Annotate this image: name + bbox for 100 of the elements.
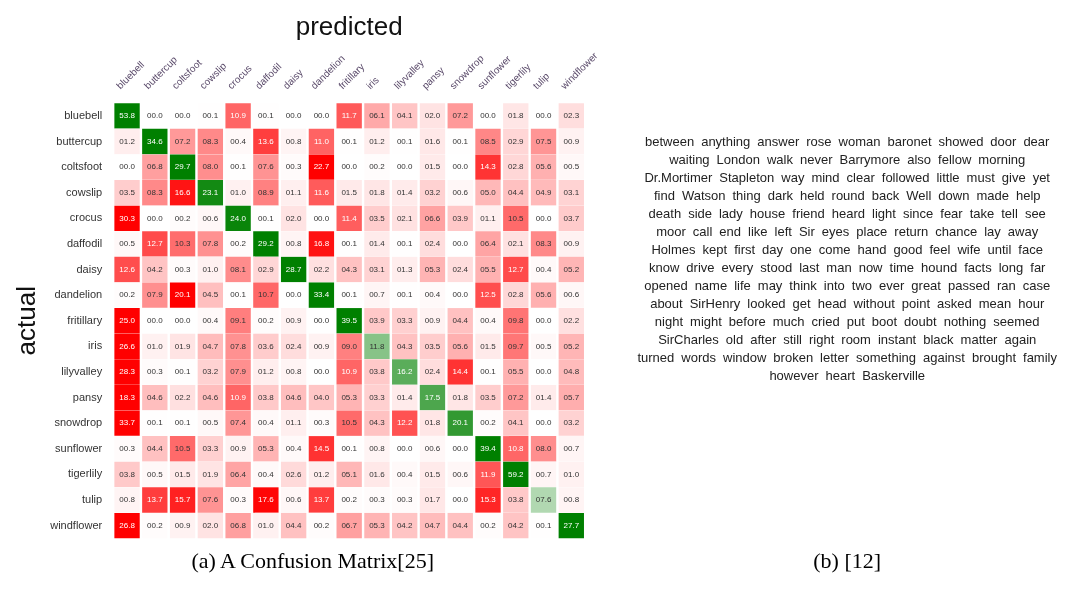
text: way xyxy=(781,169,805,185)
text: passed xyxy=(947,277,990,293)
data-label: 00.0 xyxy=(452,443,469,453)
data-label: 00.7 xyxy=(535,469,552,479)
text: every xyxy=(721,259,754,275)
x-tick-label: tulip xyxy=(530,70,552,92)
text: much xyxy=(772,313,805,329)
y-tick-label: fritillary xyxy=(67,313,103,326)
text: showed xyxy=(938,133,984,149)
text: black xyxy=(923,331,954,347)
text: round xyxy=(831,187,865,203)
text: about xyxy=(650,295,683,311)
data-label: 04.3 xyxy=(341,264,358,274)
y-tick-label: lilyvalley xyxy=(61,364,103,377)
data-label: 04.0 xyxy=(313,392,330,402)
text: doubt xyxy=(904,313,937,329)
data-label: 05.6 xyxy=(535,162,552,172)
data-label: 04.4 xyxy=(285,520,302,530)
data-label: 07.8 xyxy=(202,239,219,249)
y-tick-label: coltsfoot xyxy=(61,160,103,173)
data-label: 06.4 xyxy=(480,239,497,249)
data-label: 11.6 xyxy=(313,187,330,197)
text: case xyxy=(1022,277,1051,293)
data-label: 00.3 xyxy=(174,264,191,274)
data-label: 00.1 xyxy=(258,213,275,223)
text: old xyxy=(725,331,744,347)
data-label: 00.2 xyxy=(174,213,191,223)
data-label: 00.0 xyxy=(174,111,191,121)
data-label: 00.4 xyxy=(230,136,247,146)
text: feel xyxy=(929,241,951,257)
data-label: 01.2 xyxy=(313,469,330,479)
data-label: 02.6 xyxy=(285,469,302,479)
data-label: 00.4 xyxy=(258,469,275,479)
data-label: 00.4 xyxy=(285,443,302,453)
text: back xyxy=(871,187,900,203)
data-label: 39.5 xyxy=(341,315,358,325)
data-label: 00.0 xyxy=(535,315,552,325)
data-label: 00.1 xyxy=(174,418,191,428)
text: may xyxy=(757,277,783,293)
data-label: 00.0 xyxy=(535,367,552,377)
y-tick-label: windflower xyxy=(49,518,103,531)
data-label: 00.0 xyxy=(313,315,330,325)
text: name xyxy=(694,277,728,293)
data-label: 00.1 xyxy=(341,290,358,300)
text: before xyxy=(728,313,766,329)
data-label: 28.3 xyxy=(119,367,136,377)
data-label: 07.9 xyxy=(147,290,164,300)
y-tick-label: pansy xyxy=(72,390,103,403)
data-label: 08.1 xyxy=(230,264,247,274)
data-label: 00.0 xyxy=(535,111,552,121)
text: anything xyxy=(701,133,751,149)
data-label: 08.5 xyxy=(480,136,497,146)
data-label: 00.8 xyxy=(285,136,302,146)
data-label: 26.6 xyxy=(119,341,136,351)
y-tick-label: daffodil xyxy=(66,236,103,249)
data-label: 06.8 xyxy=(230,520,247,530)
data-label: 00.4 xyxy=(480,315,497,325)
data-label: 01.4 xyxy=(396,187,414,197)
text: (a) A Confusion Matrix[25] xyxy=(190,548,435,574)
text: last xyxy=(799,259,820,275)
data-label: 16.6 xyxy=(174,187,191,197)
data-label: 00.7 xyxy=(563,443,580,453)
text: again xyxy=(1004,331,1037,347)
data-label: 04.2 xyxy=(507,520,525,530)
text: SirHenry xyxy=(689,295,741,311)
data-label: 01.1 xyxy=(480,213,497,223)
data-label: 03.7 xyxy=(563,213,580,223)
text: followed xyxy=(881,169,930,185)
data-label: 04.7 xyxy=(424,520,441,530)
data-label: 01.1 xyxy=(285,187,302,197)
text: clear xyxy=(846,169,875,185)
data-label: 02.9 xyxy=(258,264,275,274)
text: ever xyxy=(879,277,905,293)
text: left xyxy=(774,223,792,239)
data-label: 08.3 xyxy=(202,136,219,146)
data-label: 05.5 xyxy=(480,264,497,274)
text: away xyxy=(1007,223,1039,239)
text: think xyxy=(789,277,817,293)
data-label: 00.9 xyxy=(230,443,247,453)
data-label: 06.1 xyxy=(369,111,386,121)
text: side xyxy=(688,205,712,221)
data-label: 00.1 xyxy=(396,239,414,249)
y-tick-label: daisy xyxy=(76,262,103,275)
data-label: 34.6 xyxy=(147,136,164,146)
data-label: 00.8 xyxy=(285,239,302,249)
data-label: 00.0 xyxy=(452,162,469,172)
data-label: 09.1 xyxy=(230,315,247,325)
text: fellow xyxy=(938,151,972,167)
data-label: 04.4 xyxy=(452,520,469,530)
text: heard xyxy=(831,205,866,221)
data-label: 07.9 xyxy=(230,367,247,377)
data-label: 00.3 xyxy=(369,495,386,505)
data-label: 01.6 xyxy=(369,469,386,479)
data-label: 00.8 xyxy=(119,495,136,505)
data-label: 00.5 xyxy=(119,239,136,249)
data-label: 00.2 xyxy=(147,520,164,530)
data-label: 00.2 xyxy=(258,315,275,325)
data-label: 07.6 xyxy=(535,495,552,505)
data-label: 00.0 xyxy=(452,495,469,505)
data-label: 05.7 xyxy=(563,392,580,402)
